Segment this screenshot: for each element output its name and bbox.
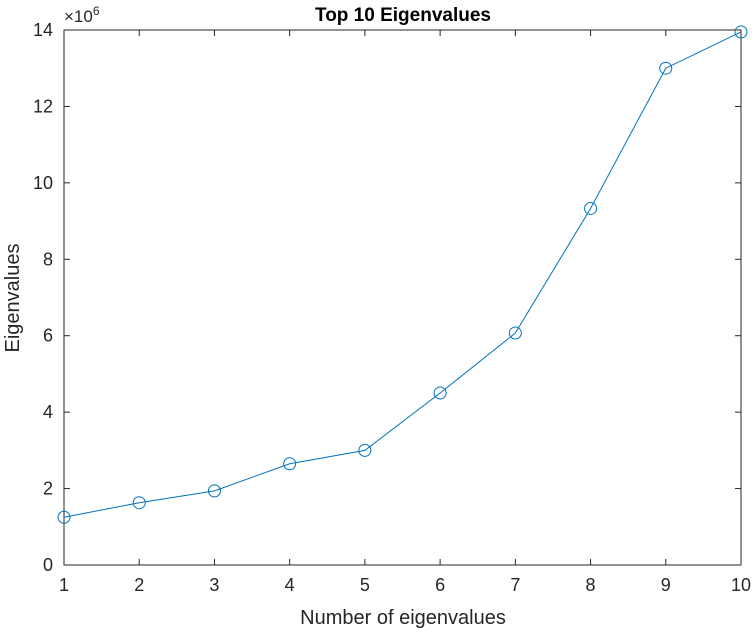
y-tick-label: 0: [43, 555, 53, 575]
data-point-marker: [283, 457, 297, 471]
y-tick-label: 10: [33, 173, 53, 193]
x-axis-label: Number of eigenvalues: [300, 607, 506, 629]
x-tick-label: 2: [134, 575, 144, 595]
x-tick-label: 3: [209, 575, 219, 595]
data-point-marker: [207, 484, 221, 498]
data-point-marker: [57, 510, 71, 524]
data-point-marker: [132, 496, 146, 510]
x-tick-label: 7: [510, 575, 520, 595]
y-tick-label: 14: [33, 20, 53, 40]
x-tick-label: 5: [360, 575, 370, 595]
data-point-marker: [734, 25, 748, 39]
data-point-marker: [358, 443, 372, 457]
y-axis-exponent-power: 6: [93, 4, 100, 18]
y-tick-label: 4: [43, 402, 53, 422]
y-tick-label: 2: [43, 479, 53, 499]
data-point-marker: [508, 326, 522, 340]
data-point-marker: [584, 201, 598, 215]
data-point-marker: [659, 61, 673, 75]
x-axis-ticks: 1 2 3 4 5 6 7 8 9 10: [59, 30, 751, 595]
y-tick-label: 6: [43, 326, 53, 346]
x-tick-label: 10: [731, 575, 751, 595]
y-axis-ticks: 0 2 4 6 8 10 12 14: [33, 20, 741, 575]
x-tick-label: 6: [435, 575, 445, 595]
y-axis-exponent-base: ×10: [64, 7, 93, 26]
x-tick-label: 9: [661, 575, 671, 595]
plot-area: [63, 29, 742, 566]
y-axis-exponent: ×106: [64, 4, 100, 26]
y-tick-label: 8: [43, 249, 53, 269]
y-tick-label: 12: [33, 96, 53, 116]
series-line: [63, 31, 742, 518]
y-axis-label: Eigenvalues: [2, 244, 24, 353]
x-tick-label: 8: [586, 575, 596, 595]
data-point-marker: [433, 386, 447, 400]
series-markers: [57, 25, 748, 524]
chart-title: Top 10 Eigenvalues: [315, 5, 491, 26]
x-tick-label: 4: [285, 575, 295, 595]
x-tick-label: 1: [59, 575, 69, 595]
